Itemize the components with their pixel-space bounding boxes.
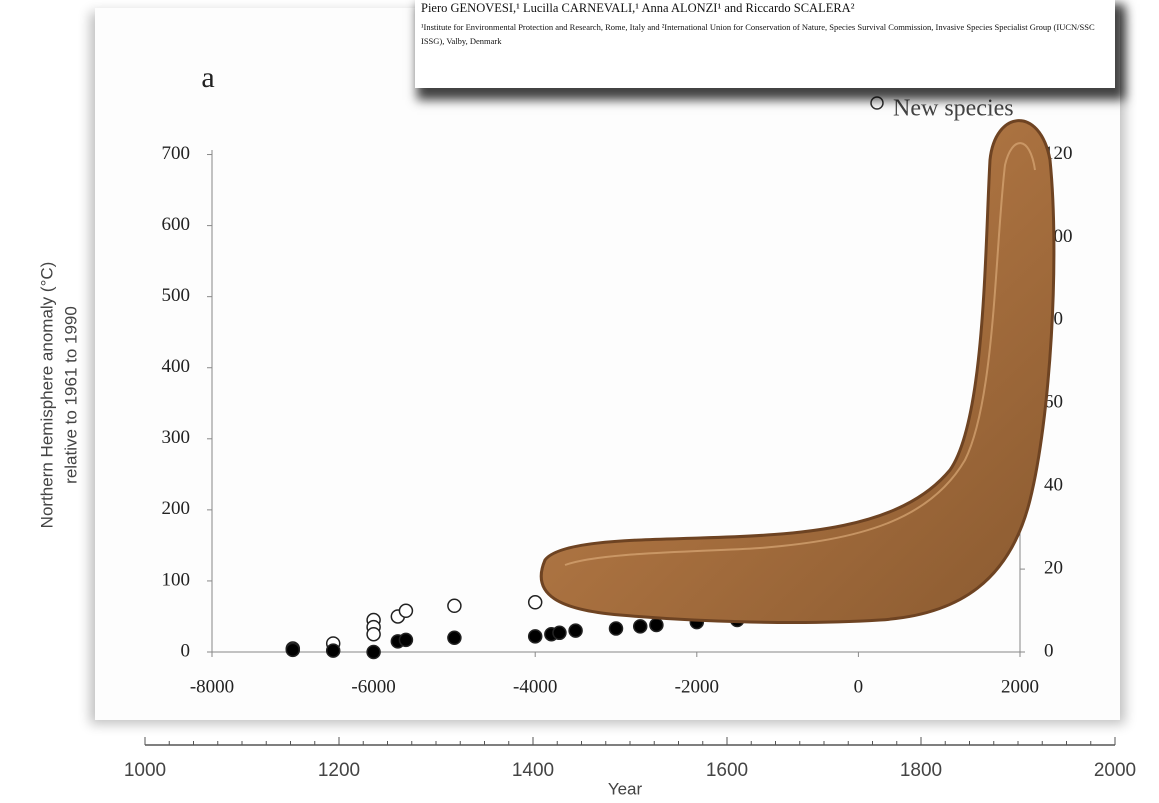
- x-tick-label: 1600: [706, 760, 748, 781]
- authors: Piero GENOVESI,¹ Lucilla CARNEVALI,¹ Ann…: [421, 0, 1109, 16]
- affiliations: ¹Institute for Environmental Protection …: [421, 20, 1109, 48]
- chart-canvas: 100012001400160018002000YearNorthern Hem…: [0, 0, 1159, 803]
- scatter-point: [399, 633, 412, 646]
- y-axis-label: Northern Hemisphere anomaly (°C): [37, 262, 56, 529]
- y-tick-label: 300: [162, 427, 191, 448]
- scatter-point: [399, 604, 412, 617]
- y2-tick-label: 0: [1044, 640, 1054, 661]
- x-axis-label: Year: [608, 779, 643, 798]
- scatter-point: [327, 644, 340, 657]
- y-tick-label: 700: [162, 143, 191, 164]
- scatter-point: [529, 630, 542, 643]
- x-tick-label: 1400: [512, 760, 554, 781]
- y-axis-label: relative to 1961 to 1990: [61, 306, 80, 484]
- y-tick-label: 600: [162, 214, 191, 235]
- scatter-point: [553, 626, 566, 639]
- y-tick-label: 100: [162, 569, 191, 590]
- scatter-point: [650, 618, 663, 631]
- y-tick-label: 500: [162, 285, 191, 306]
- y2-tick-label: 20: [1044, 557, 1063, 578]
- scatter-point: [367, 646, 380, 659]
- scatter-point: [569, 624, 582, 637]
- scatter-point: [448, 631, 461, 644]
- scatter-point: [448, 599, 461, 612]
- y-tick-label: 200: [162, 498, 191, 519]
- x-tick-label: 1800: [900, 760, 942, 781]
- panel-label: a: [201, 61, 214, 94]
- x-tick-label: -2000: [675, 676, 719, 697]
- scatter-point: [634, 620, 647, 633]
- x-tick-label: -6000: [351, 676, 395, 697]
- y2-tick-label: 40: [1044, 475, 1063, 496]
- legend-marker: [871, 97, 883, 109]
- scatter-point: [610, 622, 623, 635]
- paper-header: Piero GENOVESI,¹ Lucilla CARNEVALI,¹ Ann…: [415, 0, 1115, 88]
- legend-label: New species: [893, 96, 1014, 122]
- x-tick-label: -4000: [513, 676, 557, 697]
- page: {"chart_data": [ {"type": "scatter", "pa…: [0, 0, 1159, 803]
- x-tick-label: 2000: [1001, 676, 1039, 697]
- scatter-point: [529, 596, 542, 609]
- x-tick-label: 1200: [318, 760, 360, 781]
- scatter-point: [367, 628, 380, 641]
- x-tick-label: 0: [854, 676, 864, 697]
- y-tick-label: 400: [162, 356, 191, 377]
- x-tick-label: -8000: [190, 676, 234, 697]
- y-tick-label: 0: [181, 640, 191, 661]
- x-tick-label: 1000: [124, 760, 166, 781]
- scatter-point: [286, 643, 299, 656]
- x-tick-label: 2000: [1094, 760, 1136, 781]
